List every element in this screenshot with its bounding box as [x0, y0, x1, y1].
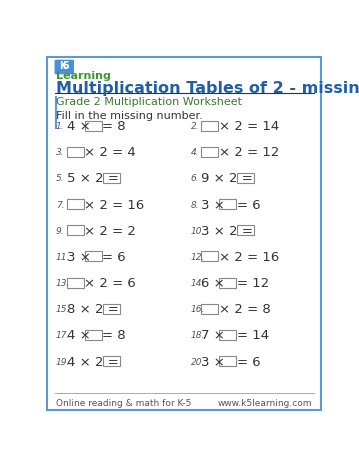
Text: 4 ×: 4 ×	[66, 329, 94, 342]
Text: × 2 = 12: × 2 = 12	[219, 146, 280, 159]
Text: 7 ×: 7 ×	[201, 329, 229, 342]
Text: 7.: 7.	[56, 200, 64, 209]
Bar	[66, 147, 84, 157]
Text: 3 × 2 =: 3 × 2 =	[201, 224, 257, 237]
Text: 17.: 17.	[56, 331, 70, 340]
Bar	[237, 174, 255, 183]
Text: 5: 5	[63, 61, 69, 70]
FancyBboxPatch shape	[55, 61, 74, 75]
Text: 3 ×: 3 ×	[66, 250, 95, 263]
Text: × 2 = 2: × 2 = 2	[84, 224, 136, 237]
Bar	[201, 252, 219, 262]
Bar	[85, 121, 102, 131]
Text: 6.: 6.	[191, 174, 199, 183]
Text: 3.: 3.	[56, 148, 64, 157]
Text: × 2 = 8: × 2 = 8	[219, 303, 271, 316]
Text: Multiplication Tables of 2 - missing factor: Multiplication Tables of 2 - missing fac…	[56, 81, 359, 96]
Bar	[237, 226, 255, 236]
Text: 4.: 4.	[191, 148, 199, 157]
Text: = 8: = 8	[102, 329, 126, 342]
Text: 5.: 5.	[56, 174, 64, 183]
Text: × 2 = 4: × 2 = 4	[84, 146, 136, 159]
Text: 5 × 2 =: 5 × 2 =	[66, 172, 123, 185]
Text: Learning: Learning	[56, 70, 111, 81]
Bar	[103, 304, 120, 314]
Bar	[201, 304, 219, 314]
Text: × 2 = 16: × 2 = 16	[219, 250, 280, 263]
Text: www.k5learning.com: www.k5learning.com	[218, 398, 312, 407]
Text: 9.: 9.	[56, 226, 64, 235]
Text: Grade 2 Multiplication Worksheet: Grade 2 Multiplication Worksheet	[56, 97, 242, 106]
Bar	[85, 330, 102, 340]
Text: × 2 = 14: × 2 = 14	[219, 120, 280, 133]
Text: 15.: 15.	[56, 305, 70, 313]
Bar	[66, 200, 84, 210]
Text: = 8: = 8	[102, 120, 126, 133]
Bar	[66, 278, 84, 288]
Text: 18.: 18.	[191, 331, 205, 340]
Text: × 2 = 16: × 2 = 16	[84, 198, 145, 211]
Bar	[66, 226, 84, 236]
Text: 16.: 16.	[191, 305, 205, 313]
Bar	[103, 174, 120, 183]
Text: 9 × 2 =: 9 × 2 =	[201, 172, 257, 185]
Bar	[201, 121, 219, 131]
Bar	[103, 357, 120, 366]
Text: = 6: = 6	[237, 198, 261, 211]
Text: 1.: 1.	[56, 122, 64, 131]
Text: K: K	[59, 61, 66, 70]
Text: 12.: 12.	[191, 252, 205, 261]
Text: 4 ×: 4 ×	[66, 120, 94, 133]
Text: 8.: 8.	[191, 200, 199, 209]
Text: 14.: 14.	[191, 279, 205, 288]
Text: 13.: 13.	[56, 279, 70, 288]
Text: = 12: = 12	[237, 276, 270, 289]
Text: × 2 = 6: × 2 = 6	[84, 276, 136, 289]
Text: Online reading & math for K-5: Online reading & math for K-5	[56, 398, 191, 407]
Text: 19.: 19.	[56, 357, 70, 366]
Bar	[219, 357, 237, 366]
Text: Fill in the missing number.: Fill in the missing number.	[56, 111, 202, 120]
Text: 11.: 11.	[56, 252, 70, 261]
Text: 10.: 10.	[191, 226, 205, 235]
Text: 20.: 20.	[191, 357, 205, 366]
Text: = 6: = 6	[237, 355, 261, 368]
Text: 4 × 2 =: 4 × 2 =	[66, 355, 122, 368]
Bar	[219, 330, 237, 340]
Text: = 14: = 14	[237, 329, 269, 342]
Bar	[201, 147, 219, 157]
Text: = 6: = 6	[102, 250, 126, 263]
Text: 3 ×: 3 ×	[201, 355, 229, 368]
Text: 8 × 2 =: 8 × 2 =	[66, 303, 122, 316]
Bar	[85, 252, 102, 262]
Bar	[219, 278, 237, 288]
Bar	[219, 200, 237, 210]
Text: 2.: 2.	[191, 122, 199, 131]
Text: 6 ×: 6 ×	[201, 276, 229, 289]
Text: 3 ×: 3 ×	[201, 198, 229, 211]
